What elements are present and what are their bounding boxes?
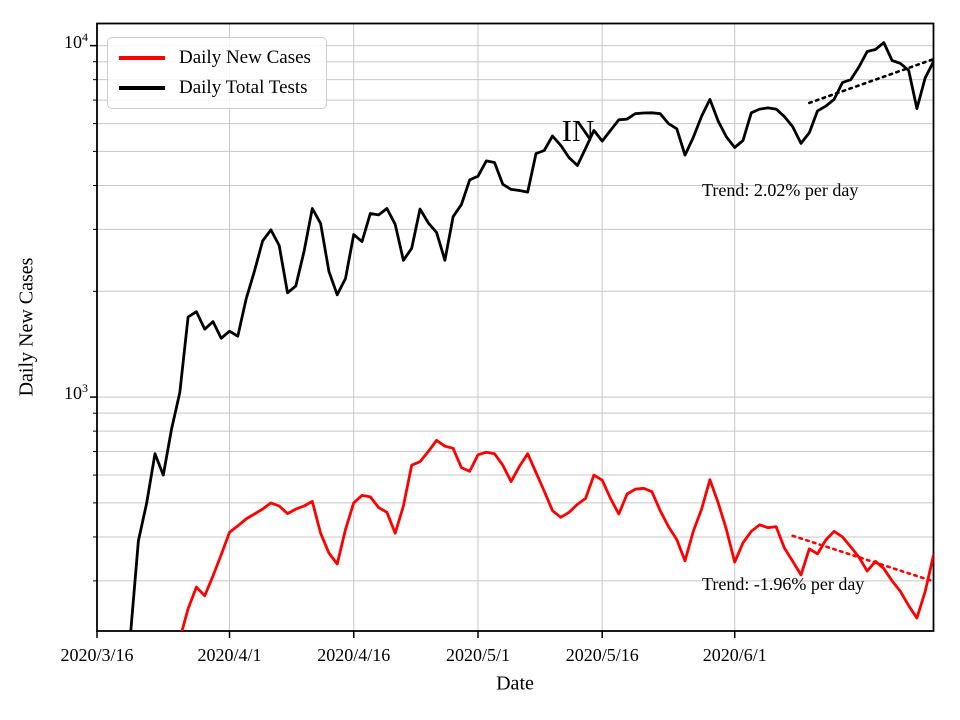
trend-annotation-cases: Trend: -1.96% per day [702,574,865,594]
series-lines [129,41,934,631]
gridlines [96,23,934,631]
trend-line-tests [807,57,934,105]
legend-item-daily-total-tests: Daily Total Tests [119,76,311,98]
series-line-daily-new-cases [180,438,934,631]
series-line-daily-total-tests [129,41,934,631]
x-tick-label: 2020/4/16 [317,645,391,665]
y-tick-label: 104 [64,29,88,52]
trend-line-cases [791,534,934,583]
trend-annotation-tests: Trend: 2.02% per day [702,180,859,200]
legend-item-daily-new-cases: Daily New Cases [119,48,311,68]
plot-border [96,22,935,632]
x-tick-label: 2020/3/16 [60,645,134,665]
legend-line-sample-cases [119,56,165,60]
y-axis-label: Daily New Cases [15,257,38,397]
legend: Daily New Cases Daily Total Tests [107,37,327,109]
x-tick-label: 2020/6/1 [702,645,767,665]
legend-label-daily-new-cases: Daily New Cases [179,47,311,68]
y-tick-label: 103 [64,381,88,404]
x-tick-label: 2020/4/1 [197,645,262,665]
x-tick-label: 2020/5/16 [565,645,639,665]
x-axis-label: Date [496,672,534,695]
legend-label-daily-total-tests: Daily Total Tests [179,76,308,98]
state-label: IN [561,113,595,148]
legend-line-sample-tests [119,86,165,90]
x-tick-label: 2020/5/1 [445,645,510,665]
